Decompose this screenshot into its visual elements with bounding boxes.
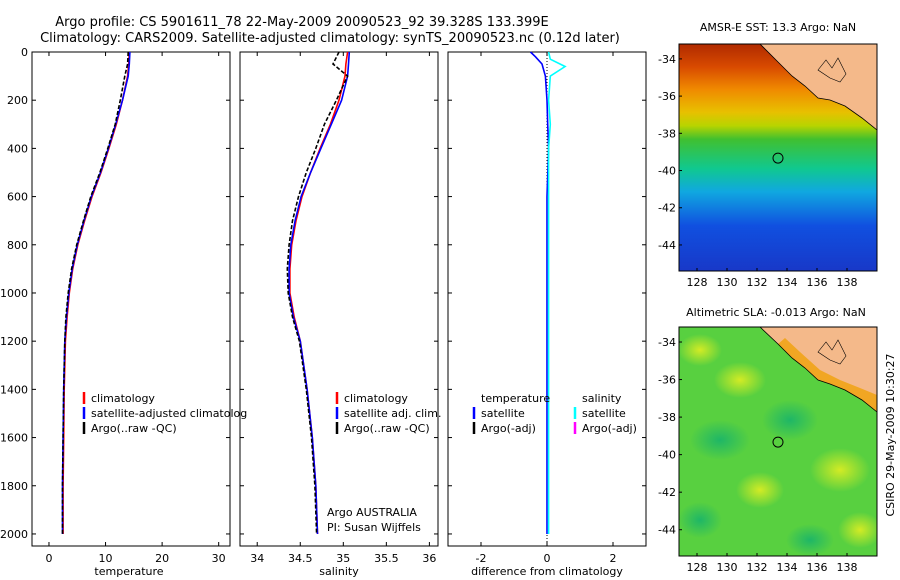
difference-panel: -2 0 2 difference from climatology xyxy=(447,51,647,578)
legend-title-temperature: temperature xyxy=(481,392,550,405)
salinity-panel: 34 34.5 35 35.5 36 salinity xyxy=(239,51,439,578)
sla-coastline xyxy=(759,327,877,413)
y-tick-label: 800 xyxy=(7,239,28,252)
lon-tick-label: 130 xyxy=(717,276,738,289)
temperature-panel: 0 10 20 30 0 200 400 600 800 1000 1200 1400 1600 1800… xyxy=(0,46,231,578)
csiro-stamp: CSIRO 29-May-2009 10:30:27 xyxy=(884,353,897,516)
x-tick-label: 10 xyxy=(99,552,113,565)
figure-title-line1: Argo profile: CS 5901611_78 22-May-2009 … xyxy=(55,15,548,30)
lon-tick-label: 136 xyxy=(807,561,828,574)
lon-tick-label: 134 xyxy=(777,561,798,574)
lat-tick-label: -40 xyxy=(658,449,676,462)
x-tick-label: -2 xyxy=(476,552,487,565)
lat-tick-label: -42 xyxy=(658,486,676,499)
legend-label-satellite-adjusted: satellite-adjusted climatolog xyxy=(91,407,247,420)
lat-tick-label: -38 xyxy=(658,411,676,424)
lon-tick-label: 138 xyxy=(837,276,858,289)
legend-label-climatology: climatology xyxy=(344,392,408,405)
difference-xlabel: difference from climatology xyxy=(471,565,623,578)
legend-label-temp-satellite: satellite xyxy=(481,407,525,420)
difference-legend: temperature satellite Argo(-adj) salinit… xyxy=(472,392,637,435)
y-tick-label: 1600 xyxy=(0,432,28,445)
y-tick-label: 600 xyxy=(7,191,28,204)
x-tick-label: 30 xyxy=(212,552,226,565)
salinity-plot-area: 34 34.5 35 35.5 36 xyxy=(240,51,438,565)
lat-tick-label: -44 xyxy=(658,239,676,252)
sla-argo-location-marker xyxy=(772,436,784,448)
legend-label-sal-satellite: satellite xyxy=(582,407,626,420)
x-tick-label: 0 xyxy=(544,552,551,565)
lon-tick-label: 132 xyxy=(747,561,768,574)
sst-peninsula xyxy=(817,57,847,83)
salinity-legend: climatology satellite adj. clim. Argo(..… xyxy=(327,392,441,534)
difference-plot-area: -2 0 2 xyxy=(448,51,646,565)
legend-title-salinity: salinity xyxy=(582,392,622,405)
y-tick-label: 2000 xyxy=(0,528,28,541)
sst-argo-location-marker xyxy=(772,152,784,164)
legend-label-argo: Argo(..raw -QC) xyxy=(91,422,177,435)
y-tick-label: 1400 xyxy=(0,383,28,396)
sla-map-title: Altimetric SLA: -0.013 Argo: NaN xyxy=(686,306,866,319)
lon-tick-label: 128 xyxy=(687,561,708,574)
salinity-xlabel: salinity xyxy=(319,565,359,578)
y-tick-label: 0 xyxy=(21,46,28,59)
figure-title-line2: Climatology: CARS2009. Satellite-adjuste… xyxy=(40,31,620,46)
lat-tick-label: -34 xyxy=(658,53,676,66)
sla-map-ticks: 128 130 132 134 136 138 -34 -36 -38 -40 -42 -44 xyxy=(658,336,857,574)
sst-map-panel: AMSR-E SST: 13.3 Argo: NaN 128 130 132 134 1… xyxy=(658,21,878,289)
lon-tick-label: 132 xyxy=(747,276,768,289)
lon-tick-label: 130 xyxy=(717,561,738,574)
lon-tick-label: 134 xyxy=(777,276,798,289)
sla-map-panel: Altimetric SLA: -0.013 Argo: NaN 128 130 1… xyxy=(658,306,878,574)
annotation-argo-australia: Argo AUSTRALIA xyxy=(327,506,417,519)
x-tick-label: 34.5 xyxy=(288,552,313,565)
legend-label-argo: Argo(..raw -QC) xyxy=(344,422,430,435)
series-line-argo-raw-qc- xyxy=(61,51,129,534)
x-tick-label: 2 xyxy=(610,552,617,565)
lon-tick-label: 138 xyxy=(837,561,858,574)
legend-label-climatology: climatology xyxy=(91,392,155,405)
x-tick-label: 36 xyxy=(422,552,436,565)
lat-tick-label: -36 xyxy=(658,374,676,387)
legend-label-temp-argo: Argo(-adj) xyxy=(481,422,536,435)
x-tick-label: 0 xyxy=(45,552,52,565)
sst-coastline xyxy=(759,44,877,131)
y-tick-label: 200 xyxy=(7,94,28,107)
lon-tick-label: 128 xyxy=(687,276,708,289)
sst-land-mask xyxy=(760,44,877,130)
annotation-pi: PI: Susan Wijffels xyxy=(327,521,421,534)
x-tick-label: 20 xyxy=(155,552,169,565)
legend-label-satellite-adj: satellite adj. clim. xyxy=(344,407,441,420)
sla-peninsula xyxy=(817,339,847,365)
lat-tick-label: -34 xyxy=(658,336,676,349)
sst-map-title: AMSR-E SST: 13.3 Argo: NaN xyxy=(700,21,856,34)
series-line-argo-raw-qc- xyxy=(286,51,349,535)
lat-tick-label: -42 xyxy=(658,202,676,215)
y-tick-label: 1000 xyxy=(0,287,28,300)
lat-tick-label: -36 xyxy=(658,90,676,103)
y-tick-label: 400 xyxy=(7,142,28,155)
sst-map-ticks: 128 130 132 134 136 138 -34 -36 -38 -40 -42 -44 xyxy=(658,53,857,289)
x-tick-label: 35 xyxy=(336,552,350,565)
y-tick-label: 1800 xyxy=(0,480,28,493)
temperature-xlabel: temperature xyxy=(94,565,163,578)
lat-tick-label: -44 xyxy=(658,524,676,537)
x-tick-label: 34 xyxy=(250,552,264,565)
series-line-salinity-satellite xyxy=(547,51,567,534)
temperature-plot-area: 0 10 20 30 0 200 400 600 800 1000 1200 1400 1600 1800… xyxy=(0,46,230,565)
temperature-legend: climatology satellite-adjusted climatolo… xyxy=(82,392,247,435)
legend-label-sal-argo: Argo(-adj) xyxy=(582,422,637,435)
y-tick-label: 1200 xyxy=(0,335,28,348)
x-tick-label: 35.5 xyxy=(374,552,399,565)
lat-tick-label: -40 xyxy=(658,165,676,178)
lon-tick-label: 136 xyxy=(807,276,828,289)
lat-tick-label: -38 xyxy=(658,127,676,140)
